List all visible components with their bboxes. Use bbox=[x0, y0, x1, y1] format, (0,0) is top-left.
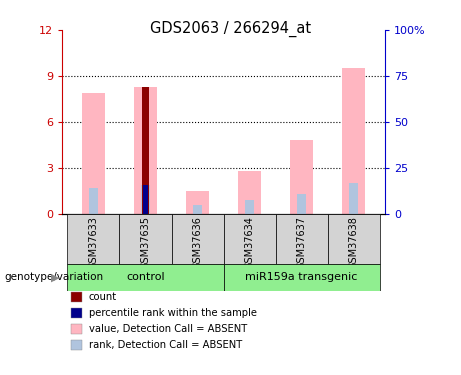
Text: control: control bbox=[126, 273, 165, 282]
Bar bbox=[224, 264, 380, 291]
Bar bbox=[276, 214, 328, 264]
Bar bbox=[349, 183, 358, 214]
Bar bbox=[67, 214, 119, 264]
Text: GSM37634: GSM37634 bbox=[245, 216, 254, 269]
Bar bbox=[328, 214, 380, 264]
Bar bbox=[89, 188, 98, 214]
Bar bbox=[67, 264, 224, 291]
Text: GSM37638: GSM37638 bbox=[349, 216, 359, 269]
Text: percentile rank within the sample: percentile rank within the sample bbox=[89, 308, 256, 318]
Bar bbox=[290, 140, 313, 214]
Text: miR159a transgenic: miR159a transgenic bbox=[245, 273, 358, 282]
Bar bbox=[224, 214, 276, 264]
Text: GSM37633: GSM37633 bbox=[89, 216, 99, 269]
Bar bbox=[141, 184, 150, 214]
Bar bbox=[186, 191, 209, 214]
Bar bbox=[82, 93, 105, 214]
Bar bbox=[171, 214, 224, 264]
Bar bbox=[238, 171, 261, 214]
Text: GSM37636: GSM37636 bbox=[193, 216, 202, 269]
Text: ▶: ▶ bbox=[52, 273, 60, 282]
Bar bbox=[342, 68, 366, 214]
Text: count: count bbox=[89, 292, 117, 302]
Text: rank, Detection Call = ABSENT: rank, Detection Call = ABSENT bbox=[89, 340, 242, 350]
Bar bbox=[134, 87, 157, 214]
Bar bbox=[119, 214, 171, 264]
Text: GDS2063 / 266294_at: GDS2063 / 266294_at bbox=[150, 21, 311, 37]
Bar bbox=[143, 184, 148, 214]
Text: GSM37637: GSM37637 bbox=[297, 216, 307, 269]
Bar bbox=[193, 206, 202, 214]
Bar bbox=[245, 200, 254, 214]
Bar bbox=[142, 87, 149, 214]
Text: genotype/variation: genotype/variation bbox=[5, 273, 104, 282]
Text: value, Detection Call = ABSENT: value, Detection Call = ABSENT bbox=[89, 324, 247, 334]
Text: GSM37635: GSM37635 bbox=[141, 216, 150, 269]
Bar bbox=[297, 194, 307, 214]
